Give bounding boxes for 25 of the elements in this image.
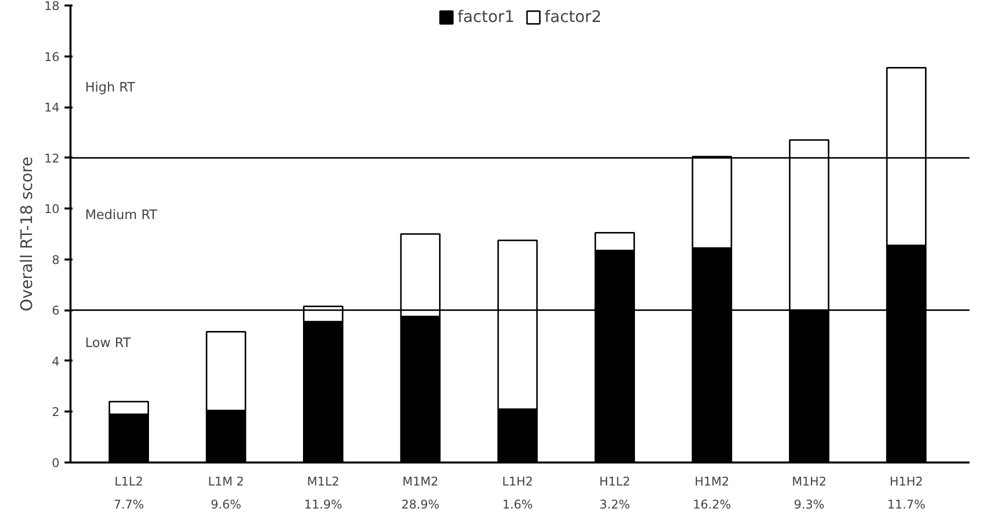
y-axis-title: Overall RT-18 score [17, 156, 36, 312]
annotation: High RT [85, 80, 136, 96]
legend-label: factor1 [457, 7, 514, 26]
legend-label: factor2 [544, 7, 602, 26]
y-tick-label: 10 [44, 202, 60, 216]
annotation: Medium RT [85, 208, 158, 224]
y-tick-label: 4 [52, 354, 60, 368]
y-tick-label: 12 [44, 151, 60, 166]
category-label: L1H2 1.6% [502, 474, 534, 512]
y-tick-label: 16 [44, 50, 60, 64]
category-label: H1H2 11.7% [887, 474, 926, 512]
y-tick-label: 14 [44, 100, 60, 115]
category-label: M1M2 28.9% [401, 474, 440, 512]
category-label: M1H2 9.3% [792, 474, 826, 512]
category-label: L1M 2 9.6% [208, 474, 244, 512]
y-tick-label: 0 [52, 456, 60, 470]
category-label: M1L2 11.9% [304, 474, 342, 512]
y-tick-label: 18 [44, 0, 60, 13]
y-tick-label: 2 [52, 405, 60, 420]
annotation: Low RT [85, 336, 131, 352]
category-label: L1L2 7.7% [114, 474, 144, 512]
y-tick-label: 6 [52, 304, 60, 318]
category-label: H1M2 16.2% [692, 474, 732, 512]
category-label: H1L2 3.2% [599, 474, 630, 512]
y-tick-label: 8 [52, 252, 60, 267]
